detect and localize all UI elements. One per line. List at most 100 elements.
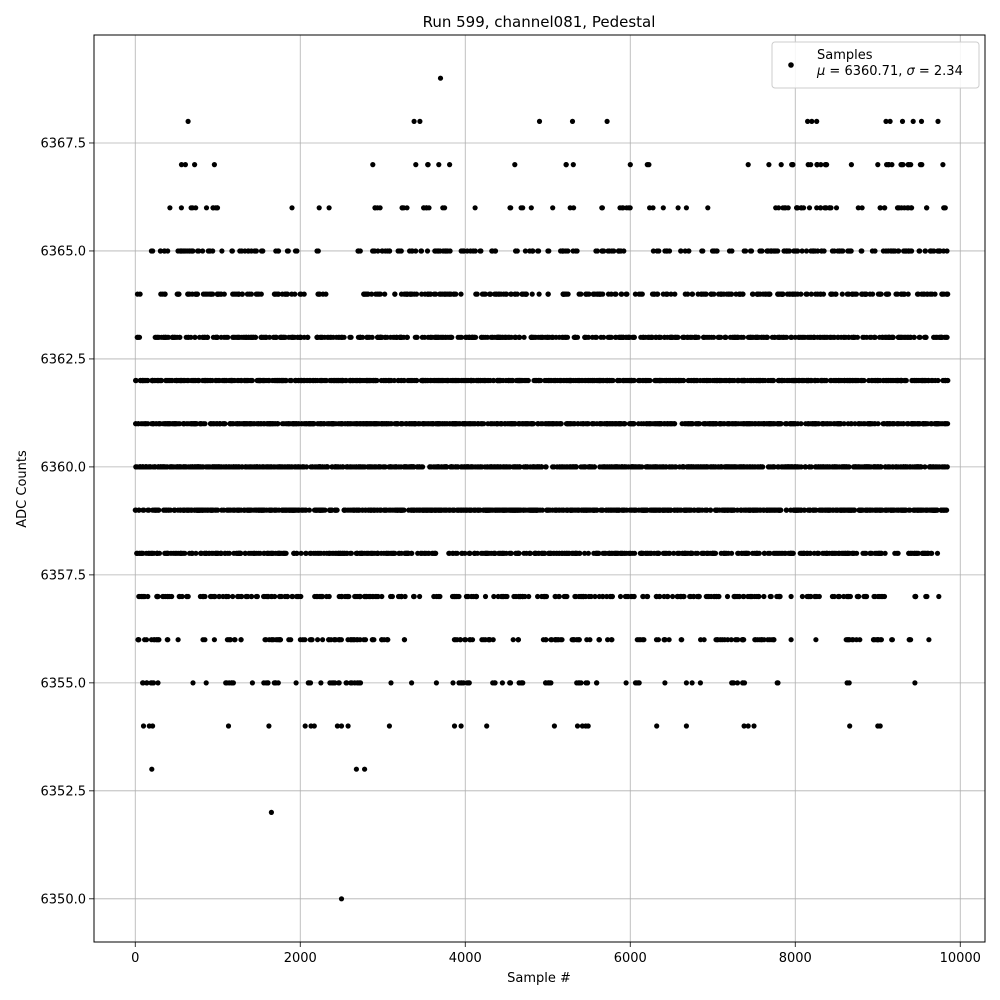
data-point	[543, 377, 549, 384]
data-point	[137, 291, 143, 297]
data-point	[140, 377, 146, 384]
data-point	[315, 464, 321, 470]
data-point	[426, 205, 432, 211]
data-point	[788, 334, 794, 340]
data-point	[523, 291, 529, 297]
data-point	[451, 291, 457, 297]
data-point	[167, 205, 173, 211]
data-point	[145, 550, 151, 556]
data-point	[442, 421, 448, 427]
data-point	[289, 205, 295, 211]
data-point	[766, 162, 772, 168]
data-point	[279, 377, 285, 384]
data-point	[660, 205, 666, 211]
data-point	[388, 377, 394, 384]
data-point	[751, 723, 757, 729]
data-point	[528, 421, 535, 427]
data-point	[654, 248, 660, 254]
data-point	[351, 464, 357, 470]
data-point	[272, 377, 279, 384]
data-point	[935, 118, 941, 124]
data-point	[890, 334, 896, 340]
data-point	[213, 377, 219, 384]
data-point	[928, 421, 934, 427]
data-point	[602, 421, 608, 427]
data-point	[216, 291, 222, 297]
data-point	[898, 205, 905, 211]
data-point	[877, 464, 884, 470]
data-point	[785, 205, 791, 211]
data-point	[464, 464, 470, 470]
data-point	[606, 464, 612, 470]
data-point	[776, 507, 782, 513]
data-point	[272, 334, 278, 340]
data-point	[186, 507, 192, 513]
data-point	[668, 334, 675, 340]
data-point	[175, 464, 181, 470]
data-point	[807, 507, 813, 513]
data-point	[186, 248, 192, 254]
data-point	[187, 421, 193, 427]
data-point	[265, 464, 271, 470]
data-point	[192, 162, 198, 168]
data-point	[378, 550, 384, 556]
data-point	[204, 334, 210, 340]
data-point	[825, 464, 831, 470]
data-point	[847, 248, 854, 254]
data-point	[941, 464, 948, 470]
data-point	[558, 421, 564, 427]
data-point	[789, 464, 796, 470]
data-point	[266, 723, 272, 729]
data-point	[382, 248, 388, 254]
data-point	[392, 291, 398, 297]
data-point	[457, 334, 463, 340]
data-point	[431, 334, 437, 340]
data-point	[945, 421, 951, 427]
data-point	[357, 334, 363, 340]
data-point	[543, 464, 549, 470]
data-point	[819, 248, 825, 254]
data-point	[185, 334, 191, 340]
data-point	[675, 507, 681, 513]
data-point	[923, 334, 929, 340]
data-point	[940, 507, 946, 513]
data-point	[718, 421, 724, 427]
data-point	[732, 334, 739, 340]
data-point	[487, 291, 493, 297]
chart-title: Run 599, channel081, Pedestal	[423, 13, 656, 31]
data-point	[531, 377, 537, 384]
data-point	[272, 464, 278, 470]
data-point	[712, 507, 719, 513]
data-point	[414, 291, 420, 297]
data-point	[333, 507, 339, 513]
data-point	[722, 334, 728, 340]
data-point	[484, 723, 490, 729]
data-point	[898, 421, 904, 427]
data-point	[378, 334, 384, 340]
data-point	[292, 377, 298, 384]
data-point	[194, 377, 201, 384]
data-point	[818, 162, 824, 168]
data-point	[682, 421, 688, 427]
data-point	[399, 205, 405, 211]
data-point	[841, 507, 847, 513]
data-point	[701, 334, 707, 340]
data-point	[600, 248, 606, 254]
data-point	[846, 464, 852, 470]
data-point	[194, 507, 200, 513]
data-point	[418, 248, 425, 254]
data-point	[807, 334, 814, 340]
data-point	[229, 248, 235, 254]
data-point	[252, 248, 258, 254]
data-point	[846, 334, 852, 340]
data-point	[221, 507, 227, 513]
data-point	[403, 421, 409, 427]
data-point	[829, 248, 836, 254]
data-point	[582, 334, 588, 340]
data-point	[328, 377, 334, 384]
data-point	[776, 377, 783, 384]
data-point	[192, 334, 198, 340]
data-point	[358, 464, 364, 470]
data-point	[798, 507, 804, 513]
